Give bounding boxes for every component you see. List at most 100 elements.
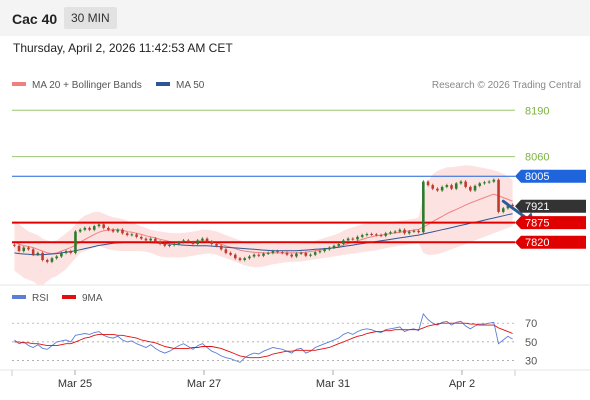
legend-ma50: MA 50 — [156, 80, 204, 91]
candle-body — [337, 243, 341, 246]
candle-body — [125, 233, 129, 236]
legend-rsi: RSI — [12, 293, 49, 304]
candle-body — [497, 179, 500, 212]
rsi-pane: 70 50 30 — [12, 312, 537, 368]
instrument-title: Cac 40 — [12, 11, 58, 27]
candle-body — [182, 240, 185, 243]
level-tag-7875 — [515, 216, 586, 230]
candle-body — [201, 238, 204, 241]
candle-body — [45, 260, 49, 262]
candle-body — [88, 227, 91, 230]
level-label-8060: 8060 — [525, 152, 549, 164]
legend-ma20-swatch — [12, 82, 26, 87]
candle-body — [130, 234, 134, 236]
x-tick-label-mar-27: Mar 27 — [187, 378, 221, 390]
x-tick-label-apr-2: Apr 2 — [449, 378, 475, 390]
candle-body — [41, 252, 44, 261]
candle-body — [135, 234, 138, 237]
rsi-9ma-line — [14, 322, 513, 359]
candle-body — [478, 183, 482, 186]
candle-body — [313, 252, 317, 255]
candle-body — [332, 245, 336, 248]
candle-body — [31, 249, 35, 255]
candle-body — [290, 254, 293, 257]
candle-body — [83, 227, 87, 230]
level-label-8190: 8190 — [525, 105, 549, 117]
candle-body — [219, 245, 223, 250]
candle-body — [356, 236, 359, 240]
candle-body — [389, 232, 392, 234]
legend-ma50-swatch — [156, 82, 170, 87]
candles — [13, 178, 514, 264]
candle-body — [431, 185, 435, 189]
candle-body — [375, 234, 378, 236]
rsi-line — [14, 312, 513, 363]
level-label-7921: 7921 — [525, 201, 549, 213]
bollinger-bands — [14, 165, 513, 285]
candle-body — [281, 252, 284, 254]
candle-body — [196, 240, 199, 244]
candle-body — [412, 230, 416, 232]
datetime-stamp: Thursday, April 2, 2026 11:42:53 AM CET — [13, 41, 233, 55]
level-label-7875: 7875 — [525, 218, 549, 230]
candle-body — [459, 181, 463, 184]
candle-body — [191, 242, 195, 244]
x-axis: Mar 25 Mar 27 Mar 31 Apr 2 — [58, 370, 475, 390]
rsi-tick-label-70: 70 — [525, 318, 537, 330]
candle-body — [379, 235, 383, 237]
candle-body — [417, 230, 420, 233]
candle-body — [346, 238, 350, 241]
timeframe-button[interactable]: 30 MIN — [64, 7, 117, 29]
candle-body — [257, 254, 261, 256]
bollinger-band-area — [14, 165, 513, 285]
candle-body — [177, 242, 181, 244]
ma50-line — [14, 213, 513, 256]
candle-body — [50, 258, 54, 262]
candle-body — [234, 254, 237, 259]
x-tick-label-mar-25: Mar 25 — [58, 378, 92, 390]
level-label-7820: 7820 — [525, 237, 549, 249]
candle-body — [299, 252, 303, 254]
candle-body — [445, 185, 449, 187]
candle-body — [360, 235, 364, 237]
candle-body — [248, 256, 251, 259]
candle-body — [102, 224, 105, 228]
candle-body — [304, 252, 308, 256]
candle-body — [511, 204, 514, 207]
candle-body — [78, 229, 82, 232]
candle-body — [158, 241, 162, 244]
candle-body — [97, 224, 101, 227]
candle-body — [426, 181, 430, 186]
candle-body — [116, 229, 120, 232]
candle-body — [276, 251, 279, 253]
candle-body — [74, 231, 77, 253]
candle-body — [295, 253, 298, 257]
level-label-8005: 8005 — [525, 171, 549, 183]
level-tag-8005 — [515, 169, 586, 183]
candle-body — [215, 243, 218, 246]
candle-body — [238, 258, 242, 261]
rsi-tick-label-30: 30 — [525, 356, 537, 368]
candle-body — [36, 252, 40, 255]
candle-body — [450, 185, 453, 189]
candle-body — [398, 229, 402, 232]
candle-body — [107, 227, 110, 230]
candle-body — [27, 247, 30, 250]
candle-body — [224, 249, 228, 253]
candle-body — [210, 241, 214, 244]
candle-body — [464, 181, 467, 187]
legend-rsi-swatch — [12, 295, 26, 300]
candle-body — [483, 182, 486, 184]
candle-body — [205, 238, 209, 242]
candle-body — [370, 234, 373, 236]
candle-body — [436, 188, 439, 191]
candle-body — [262, 253, 265, 256]
candle-body — [229, 252, 232, 255]
candle-body — [271, 251, 275, 253]
candle-body — [69, 251, 73, 253]
copyright-text: Research © 2026 Trading Central — [431, 80, 581, 91]
pane-separators — [0, 284, 590, 376]
candle-body — [168, 245, 171, 247]
legend-9ma-swatch — [62, 295, 76, 300]
candle-body — [506, 204, 510, 209]
